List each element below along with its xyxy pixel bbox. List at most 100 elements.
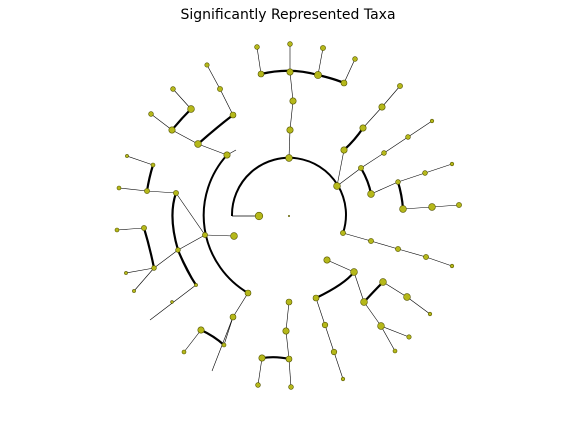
taxon-node — [323, 256, 331, 264]
branch-line — [257, 357, 263, 386]
branch-line — [383, 136, 409, 154]
taxon-node — [150, 162, 156, 168]
taxon-node — [368, 238, 374, 244]
leaf-node — [406, 334, 412, 340]
taxon-node — [403, 293, 411, 301]
leaf-node — [254, 44, 260, 50]
branch-line — [288, 129, 291, 159]
ul-clade-arc — [197, 114, 234, 145]
taxon-node — [377, 322, 385, 330]
branch-line — [360, 152, 385, 169]
taxon-node — [381, 150, 387, 156]
figure-title: Significantly Represented Taxa — [180, 7, 396, 23]
root-node — [287, 215, 290, 218]
leaf-node — [170, 86, 176, 92]
branch-line — [285, 330, 290, 360]
leaf-node — [320, 45, 326, 51]
branch-line — [150, 113, 173, 131]
branch-line — [232, 292, 249, 318]
taxon-node — [187, 105, 195, 113]
leaf-node — [124, 271, 128, 275]
taxon-node — [360, 298, 368, 306]
branch-line — [256, 46, 262, 75]
branch-line — [363, 301, 382, 327]
branch-line — [343, 58, 356, 84]
inner-ring-arc — [230, 156, 347, 234]
branch-line — [175, 192, 206, 236]
taxon-node — [223, 151, 231, 159]
branch-line — [315, 297, 326, 326]
bottom-left-arc — [200, 329, 225, 346]
branch-line — [223, 316, 234, 346]
taxon-node — [367, 190, 375, 198]
taxon-node — [221, 342, 227, 348]
ul-clade-arc — [171, 108, 192, 131]
taxon-node — [314, 71, 322, 79]
taxon-node — [286, 126, 294, 134]
ur-clade-arc — [360, 167, 373, 195]
branch-line — [431, 204, 460, 208]
branch-line — [133, 267, 155, 292]
taxon-node — [170, 300, 174, 304]
branch-line — [172, 88, 192, 110]
leaf-node — [287, 41, 293, 47]
branch-line — [381, 85, 401, 108]
taxon-node — [282, 327, 290, 335]
taxon-node — [230, 232, 238, 240]
taxon-node — [350, 268, 358, 276]
taxon-node — [321, 321, 329, 329]
taxon-node — [254, 211, 264, 221]
leaf-node — [125, 154, 129, 158]
branch-line — [397, 172, 426, 183]
branch-line — [126, 155, 154, 166]
leaf-node — [427, 311, 433, 317]
branch-line — [407, 120, 433, 138]
leaf-node — [116, 185, 122, 191]
taxon-node — [244, 289, 252, 297]
leaf-node — [449, 161, 455, 167]
leaf-node — [456, 202, 462, 208]
branch-line — [370, 181, 399, 195]
taxon-node — [422, 170, 428, 176]
leaf-node — [397, 83, 403, 89]
taxon-node — [289, 97, 297, 105]
taxon-node — [359, 124, 367, 132]
taxon-node — [197, 326, 205, 334]
right-clade-arc — [396, 181, 405, 210]
leaf-node — [429, 118, 435, 124]
leaf-node — [288, 384, 294, 390]
taxon-node — [423, 254, 429, 260]
left-ring-arc — [202, 154, 249, 294]
branch-line — [171, 129, 199, 145]
leaf-node — [392, 348, 398, 354]
taxon-node — [395, 179, 401, 185]
top-clade-arc — [260, 69, 345, 85]
taxon-node — [379, 278, 387, 286]
taxon-node — [202, 232, 208, 238]
taxon-node — [405, 134, 411, 140]
branch-line — [380, 325, 410, 338]
branch-line — [197, 143, 228, 156]
taxon-node — [194, 283, 198, 287]
taxon-node — [285, 355, 293, 363]
branch-line — [425, 256, 453, 267]
taxon-node — [217, 86, 223, 92]
taxon-node — [395, 246, 401, 252]
branch-line — [380, 325, 396, 352]
branch-line — [118, 187, 148, 192]
leaf-node — [340, 376, 346, 382]
taxon-node — [286, 68, 294, 76]
taxon-node — [151, 265, 157, 271]
branch-line — [177, 234, 206, 251]
branch-line — [146, 190, 177, 194]
branch-lines — [116, 44, 460, 388]
branch-line — [219, 88, 234, 116]
taxon-node — [358, 165, 364, 171]
branch-line — [326, 259, 355, 273]
taxon-node — [168, 126, 176, 134]
branch-line — [336, 167, 362, 187]
leaf-node — [181, 349, 187, 355]
ur-clade-arc — [343, 127, 364, 151]
left-clade-arc — [145, 164, 155, 192]
